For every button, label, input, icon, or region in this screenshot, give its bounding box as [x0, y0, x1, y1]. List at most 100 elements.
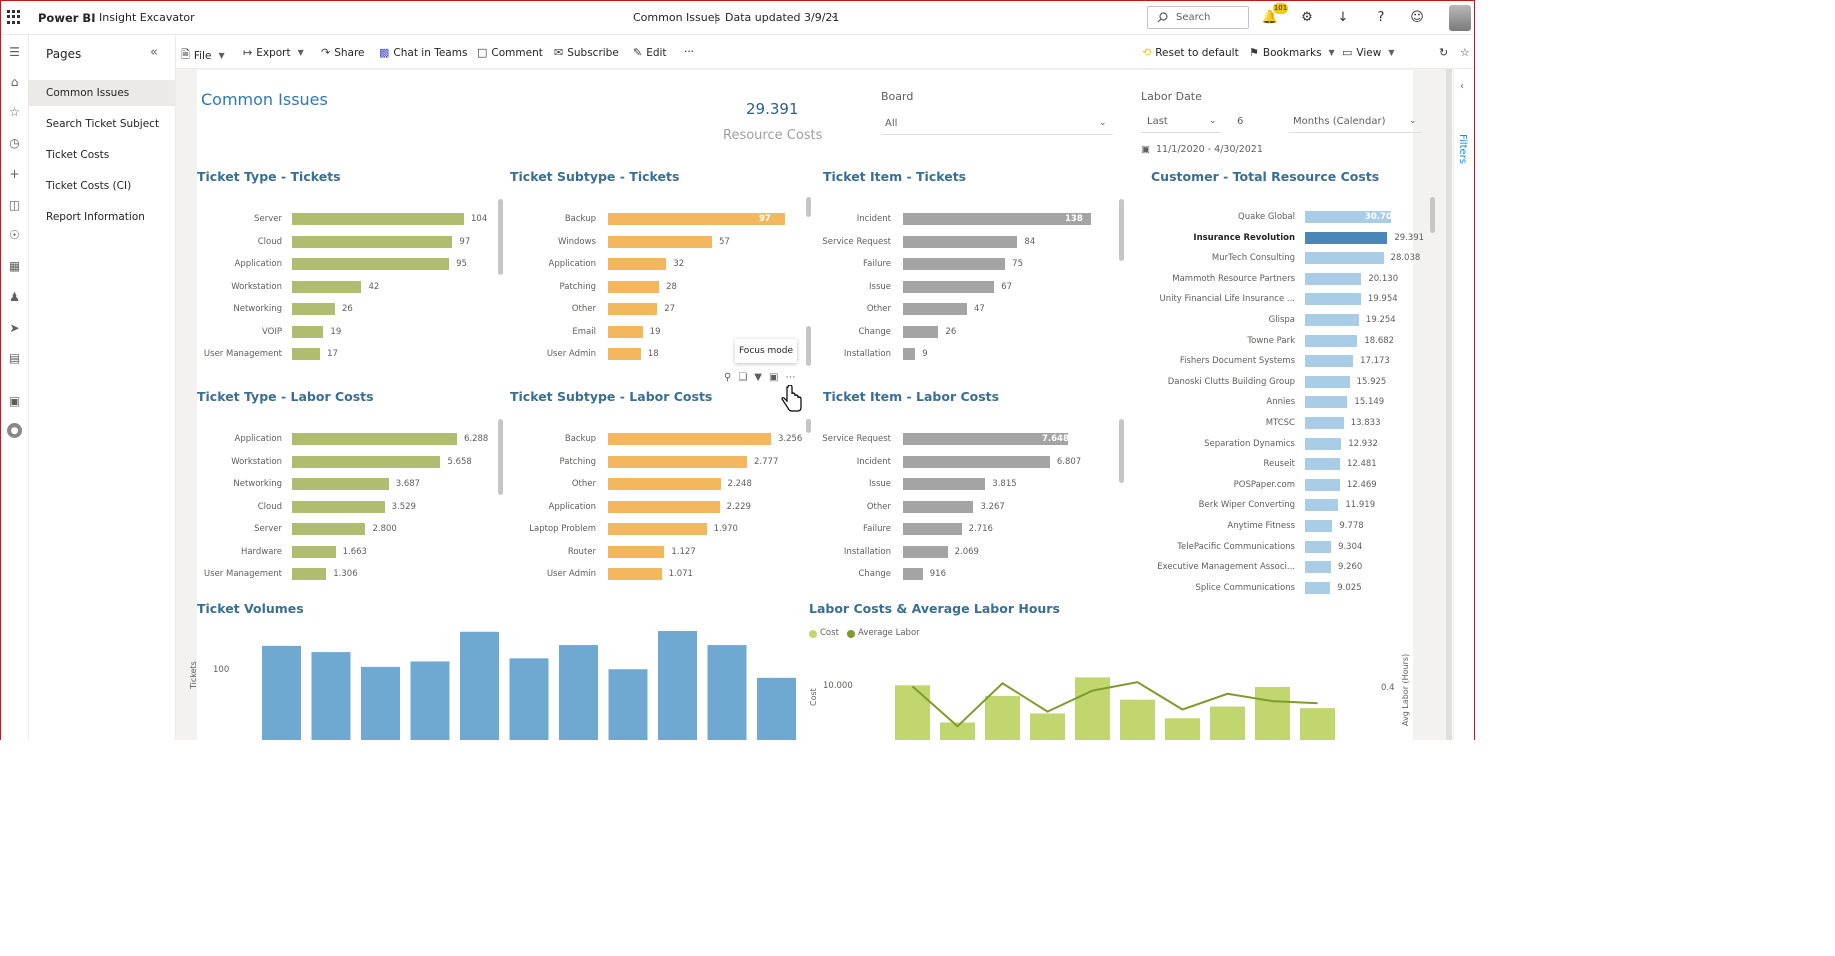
bar[interactable]: [1305, 540, 1332, 553]
bar[interactable]: [292, 258, 450, 270]
ticket-volume-column[interactable]: [311, 652, 351, 740]
visual-scrollbar[interactable]: [498, 419, 503, 495]
bar[interactable]: [608, 325, 643, 338]
page-ticket-costs-ci[interactable]: Ticket Costs (CI): [46, 180, 132, 192]
visual-scrollbar[interactable]: [1119, 419, 1124, 483]
focus-mode-icon[interactable]: ▣: [769, 372, 779, 383]
bar[interactable]: [903, 500, 974, 513]
bar[interactable]: [608, 523, 707, 535]
bar[interactable]: [903, 303, 968, 315]
ticket-volume-column[interactable]: [757, 677, 796, 740]
favorite-button[interactable]: ☆: [1460, 46, 1470, 59]
visual-scrollbar[interactable]: [1430, 197, 1435, 233]
book-icon[interactable]: ▤: [8, 350, 21, 365]
database-icon[interactable]: ◫: [8, 197, 21, 212]
bar[interactable]: [1305, 375, 1350, 388]
ticket-volume-column[interactable]: [658, 631, 697, 740]
page-report-information[interactable]: Report Information: [46, 211, 145, 223]
ticket-volume-column[interactable]: [707, 645, 747, 740]
subscribe-button[interactable]: ✉ Subscribe: [554, 46, 619, 59]
page-common-issues[interactable]: Common Issues: [29, 80, 175, 106]
people-icon[interactable]: ♟: [9, 289, 20, 304]
bar[interactable]: [903, 235, 1018, 248]
visual-scrollbar[interactable]: [806, 197, 811, 217]
rocket-icon[interactable]: ➤: [9, 320, 20, 335]
visual-scrollbar[interactable]: [806, 326, 811, 366]
bar[interactable]: [292, 433, 457, 445]
collapse-pages-icon[interactable]: «: [150, 45, 158, 60]
bar[interactable]: [608, 258, 667, 270]
ticket-volume-column[interactable]: [262, 645, 301, 740]
bar[interactable]: [292, 280, 362, 293]
ticket-volume-column[interactable]: [608, 669, 648, 740]
app-launcher-icon[interactable]: [7, 10, 21, 24]
bar[interactable]: [1305, 478, 1340, 491]
bar[interactable]: [1305, 272, 1362, 285]
trophy-icon[interactable]: ☉: [9, 227, 20, 242]
refresh-button[interactable]: ↻: [1439, 46, 1448, 59]
filter-icon[interactable]: ▼: [754, 372, 762, 383]
bar[interactable]: [1305, 437, 1342, 450]
bar[interactable]: [608, 433, 771, 445]
bar[interactable]: [1305, 499, 1339, 512]
bar[interactable]: [903, 348, 916, 360]
bar[interactable]: [1305, 458, 1340, 471]
edit-button[interactable]: ✎ Edit: [633, 46, 667, 59]
pin-icon[interactable]: ⚲: [724, 372, 732, 383]
bar[interactable]: [292, 303, 335, 315]
ticket-volume-column[interactable]: [460, 631, 499, 740]
clock-icon[interactable]: ◷: [9, 135, 20, 150]
bar[interactable]: [1305, 561, 1331, 574]
date-count-input[interactable]: 6: [1237, 116, 1244, 127]
bar[interactable]: [608, 500, 720, 513]
bar[interactable]: [608, 545, 665, 558]
page-search-ticket-subject[interactable]: Search Ticket Subject: [46, 118, 160, 130]
more-options-button[interactable]: ···: [684, 46, 695, 58]
bar[interactable]: [1305, 355, 1354, 368]
bell-icon[interactable]: 🔔: [1261, 9, 1279, 25]
bar[interactable]: [608, 568, 662, 580]
bar[interactable]: [1305, 334, 1358, 347]
visual-scrollbar[interactable]: [498, 199, 503, 275]
bar[interactable]: [292, 545, 336, 558]
help-icon[interactable]: ?: [1377, 9, 1385, 25]
bar[interactable]: [1305, 520, 1333, 532]
bar[interactable]: [903, 545, 948, 558]
date-unit-dropdown[interactable]: Months (Calendar) ⌄: [1289, 113, 1421, 133]
bar[interactable]: [608, 348, 641, 360]
chevron-down-icon[interactable]: ⌄: [830, 11, 838, 21]
filters-pane[interactable]: ‹ Filters: [1453, 69, 1474, 740]
bar[interactable]: [1305, 314, 1359, 326]
bar[interactable]: [903, 523, 962, 535]
visual-scrollbar[interactable]: [806, 419, 811, 433]
bar[interactable]: [1305, 293, 1361, 306]
bar[interactable]: [292, 235, 453, 248]
bar[interactable]: [903, 568, 923, 580]
bookmarks-menu[interactable]: ⚑ Bookmarks ▼: [1249, 46, 1335, 59]
reset-to-default-button[interactable]: ⟲ Reset to default: [1142, 46, 1239, 59]
bar[interactable]: [1305, 231, 1388, 244]
hamburger-icon[interactable]: ☰: [9, 44, 20, 59]
bar[interactable]: [292, 523, 366, 535]
bar[interactable]: [1305, 396, 1348, 409]
comment-button[interactable]: □ Comment: [477, 46, 543, 59]
bar[interactable]: [903, 478, 986, 490]
export-menu[interactable]: ↦ Export ▼: [243, 46, 304, 59]
file-menu[interactable]: 🗎 File ▼: [181, 46, 225, 65]
bar[interactable]: [903, 433, 1068, 445]
bar[interactable]: [608, 280, 660, 293]
bar[interactable]: [292, 325, 324, 338]
download-icon[interactable]: ↓: [1337, 9, 1349, 25]
ticket-volume-column[interactable]: [361, 666, 400, 740]
bar[interactable]: [292, 568, 327, 580]
workspaces-icon[interactable]: ▣: [8, 393, 21, 408]
view-menu[interactable]: ▭ View ▼: [1342, 46, 1394, 59]
workspace-name[interactable]: Insight Excavator: [99, 11, 195, 24]
bar[interactable]: [903, 280, 995, 293]
plus-icon[interactable]: +: [9, 166, 20, 181]
bar[interactable]: [1305, 581, 1331, 594]
bar[interactable]: [608, 213, 785, 225]
copy-icon[interactable]: ❏: [738, 372, 748, 383]
workspace-avatar-icon[interactable]: ●: [7, 423, 22, 438]
board-slicer-dropdown[interactable]: All ⌄: [881, 115, 1113, 135]
